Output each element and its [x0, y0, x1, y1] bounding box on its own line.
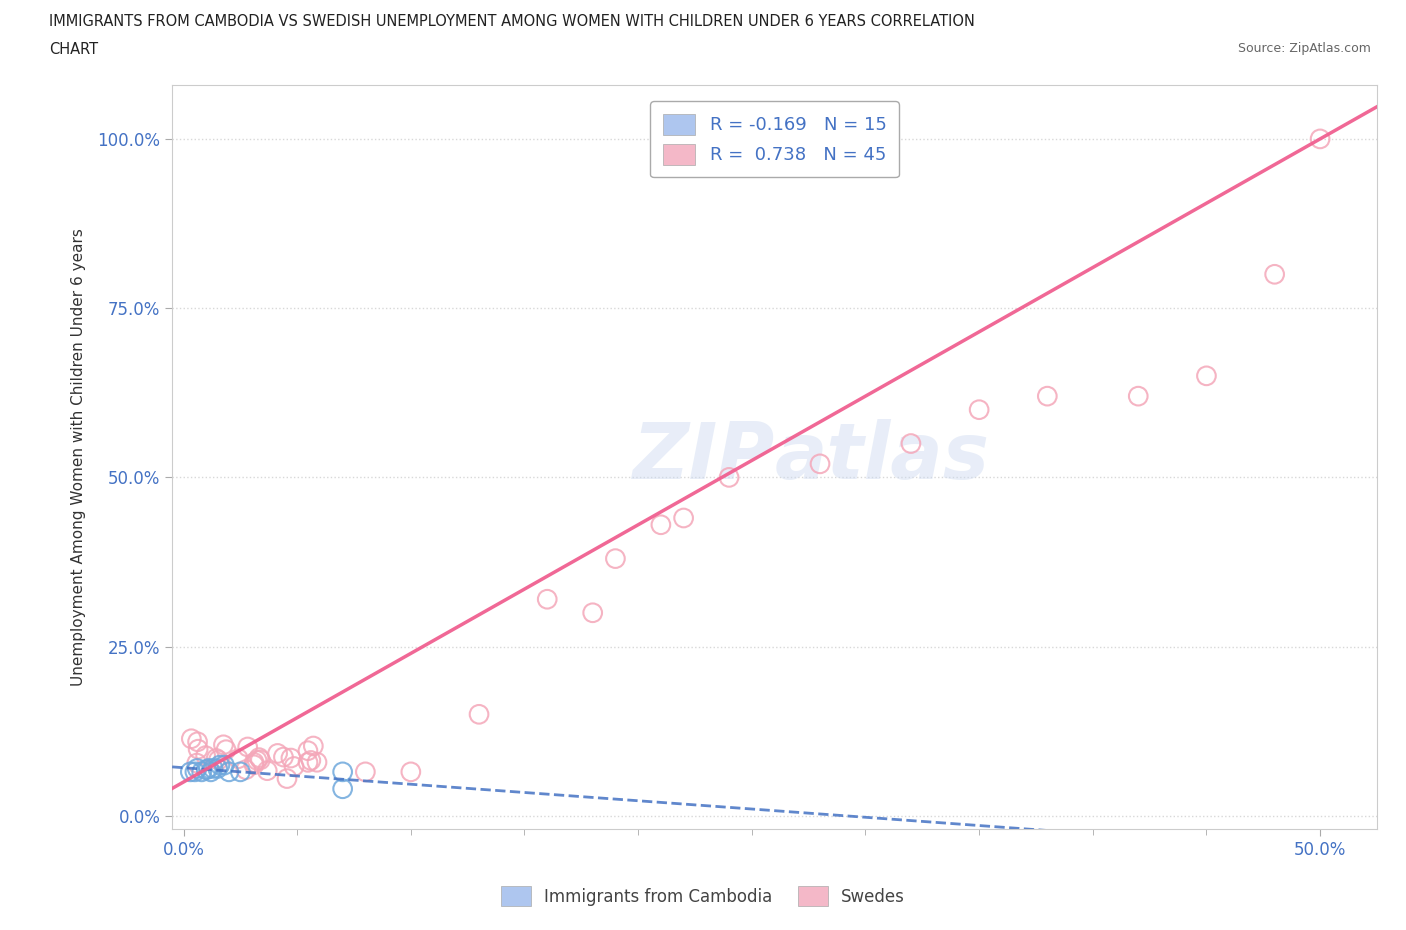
Point	[302, 738, 325, 753]
Text: atlas: atlas	[775, 419, 990, 495]
Point	[229, 764, 252, 779]
Point	[246, 753, 269, 768]
Point	[1309, 131, 1331, 146]
Point	[536, 591, 558, 606]
Point	[180, 731, 202, 746]
Point	[297, 743, 319, 758]
Point	[179, 764, 201, 779]
Legend: R = -0.169   N = 15, R =  0.738   N = 45: R = -0.169 N = 15, R = 0.738 N = 45	[650, 101, 898, 178]
Point	[332, 764, 354, 779]
Point	[243, 755, 266, 770]
Point	[200, 764, 222, 779]
Point	[1264, 267, 1286, 282]
Text: CHART: CHART	[49, 42, 98, 57]
Point	[187, 735, 209, 750]
Point	[186, 761, 208, 776]
Text: ZIP: ZIP	[633, 419, 775, 495]
Point	[718, 470, 741, 485]
Point	[808, 457, 831, 472]
Text: Source: ZipAtlas.com: Source: ZipAtlas.com	[1237, 42, 1371, 55]
Point	[582, 605, 605, 620]
Point	[1195, 368, 1218, 383]
Point	[672, 511, 695, 525]
Point	[354, 764, 377, 779]
Point	[184, 764, 207, 779]
Point	[236, 739, 259, 754]
Text: IMMIGRANTS FROM CAMBODIA VS SWEDISH UNEMPLOYMENT AMONG WOMEN WITH CHILDREN UNDER: IMMIGRANTS FROM CAMBODIA VS SWEDISH UNEM…	[49, 14, 976, 29]
Point	[283, 759, 305, 774]
Point	[900, 436, 922, 451]
Point	[266, 746, 288, 761]
Point	[276, 771, 298, 786]
Point	[305, 755, 328, 770]
Point	[197, 761, 219, 776]
Point	[195, 763, 218, 777]
Point	[190, 764, 212, 779]
Point	[194, 748, 217, 763]
Point	[650, 517, 672, 532]
Point	[605, 551, 627, 566]
Point	[186, 756, 208, 771]
Point	[212, 737, 235, 752]
Point	[1036, 389, 1059, 404]
Point	[226, 751, 249, 766]
Point	[207, 752, 229, 767]
Point	[399, 764, 422, 779]
Point	[207, 761, 229, 776]
Point	[205, 751, 228, 766]
Point	[273, 750, 295, 764]
Point	[280, 751, 302, 765]
Point	[214, 758, 236, 773]
Point	[218, 764, 240, 779]
Point	[187, 742, 209, 757]
Point	[1128, 389, 1150, 404]
Point	[243, 757, 266, 772]
Point	[299, 753, 322, 768]
Point	[468, 707, 491, 722]
Point	[967, 403, 990, 418]
Point	[215, 742, 238, 757]
Legend: Immigrants from Cambodia, Swedes: Immigrants from Cambodia, Swedes	[495, 880, 911, 912]
Y-axis label: Unemployment Among Women with Children Under 6 years: Unemployment Among Women with Children U…	[72, 228, 86, 686]
Point	[249, 752, 271, 767]
Point	[297, 755, 319, 770]
Point	[256, 764, 278, 778]
Point	[208, 758, 231, 773]
Point	[247, 751, 270, 765]
Point	[235, 763, 257, 777]
Point	[332, 781, 354, 796]
Point	[202, 761, 225, 776]
